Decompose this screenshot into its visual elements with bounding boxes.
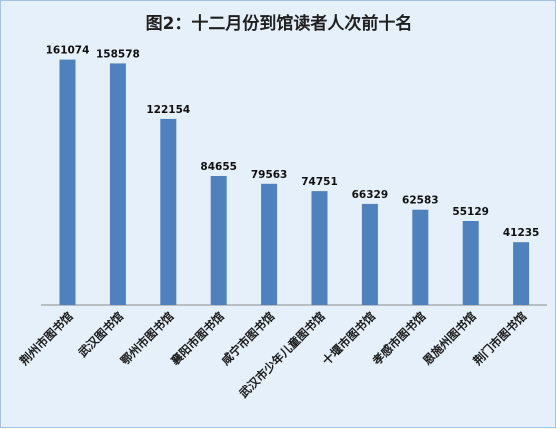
- data-label-1: 161074: [46, 45, 90, 57]
- data-label-6: 74751: [301, 176, 338, 188]
- bar-8: [412, 209, 429, 305]
- data-label-3: 122154: [146, 104, 190, 116]
- data-label-5: 79563: [251, 169, 288, 181]
- chart-title: 图2：十二月份到馆读者人次前十名: [145, 14, 413, 34]
- data-label-4: 84655: [200, 161, 237, 173]
- category-label-4: 襄阳市图书馆: [167, 309, 227, 369]
- bar-7: [361, 203, 378, 305]
- bar-10: [513, 242, 530, 305]
- data-label-10: 41235: [503, 227, 540, 239]
- category-label-10: 荆门市图书馆: [471, 309, 530, 368]
- data-label-7: 66329: [352, 189, 389, 201]
- bar-5: [261, 183, 278, 305]
- bar-2: [109, 63, 126, 306]
- data-label-9: 55129: [452, 206, 489, 218]
- category-label-8: 孝感市图书馆: [369, 309, 429, 369]
- category-label-2: 武汉图书馆: [75, 309, 126, 360]
- category-label-1: 荆州市图书馆: [17, 309, 76, 368]
- bar-9: [462, 221, 479, 305]
- category-label-6: 武汉市少年儿童图书馆: [236, 309, 328, 401]
- bar-4: [210, 176, 227, 305]
- bar-1: [59, 59, 76, 305]
- data-label-8: 62583: [402, 195, 439, 207]
- bar-6: [311, 191, 328, 305]
- bar-3: [160, 118, 177, 306]
- data-label-2: 158578: [96, 48, 140, 60]
